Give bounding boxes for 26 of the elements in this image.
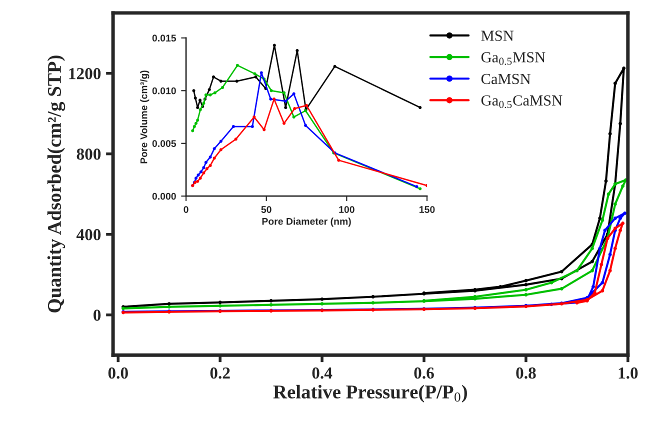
legend-label: MSN xyxy=(481,30,514,41)
legend-label: CaMSN xyxy=(481,74,531,84)
x-tick-label: 50 xyxy=(261,206,272,213)
x-tick-label: 0.8 xyxy=(516,367,536,379)
legend-label: Ga$_{0.5}$MSN xyxy=(481,52,546,65)
y-tick-label: 0.015 xyxy=(152,34,176,42)
y-tick-label: 0.005 xyxy=(152,140,176,147)
x-tick-label: 0.2 xyxy=(210,367,230,379)
x-tick-label: 0 xyxy=(184,206,188,213)
x-axis-title: Pore Diameter (nm) xyxy=(262,218,351,227)
x-tick-label: 0.0 xyxy=(108,367,128,379)
legend-label: Ga$_{0.5}$CaMSN xyxy=(481,95,562,108)
y-tick-label: 1200 xyxy=(69,68,101,80)
x-tick-label: 0.6 xyxy=(414,367,434,379)
x-tick-label: 1.0 xyxy=(618,367,638,379)
y-tick-label: 0.010 xyxy=(152,87,176,94)
y-tick-label: 0 xyxy=(94,310,101,321)
y-tick-label: 0.000 xyxy=(152,192,176,200)
y-tick-label: 800 xyxy=(76,148,101,160)
y-axis-title: Quantity Adsorbed(cm²/g STP) xyxy=(47,56,66,312)
x-tick-label: 100 xyxy=(339,206,354,213)
x-axis-title: Relative Pressure(P/P$_{0}$) xyxy=(273,384,467,402)
x-tick-label: 0.4 xyxy=(312,367,332,379)
x-tick-label: 150 xyxy=(420,206,435,213)
y-tick-label: 400 xyxy=(76,229,101,240)
y-axis-title: Pore Volume (cm³/g) xyxy=(140,70,150,164)
